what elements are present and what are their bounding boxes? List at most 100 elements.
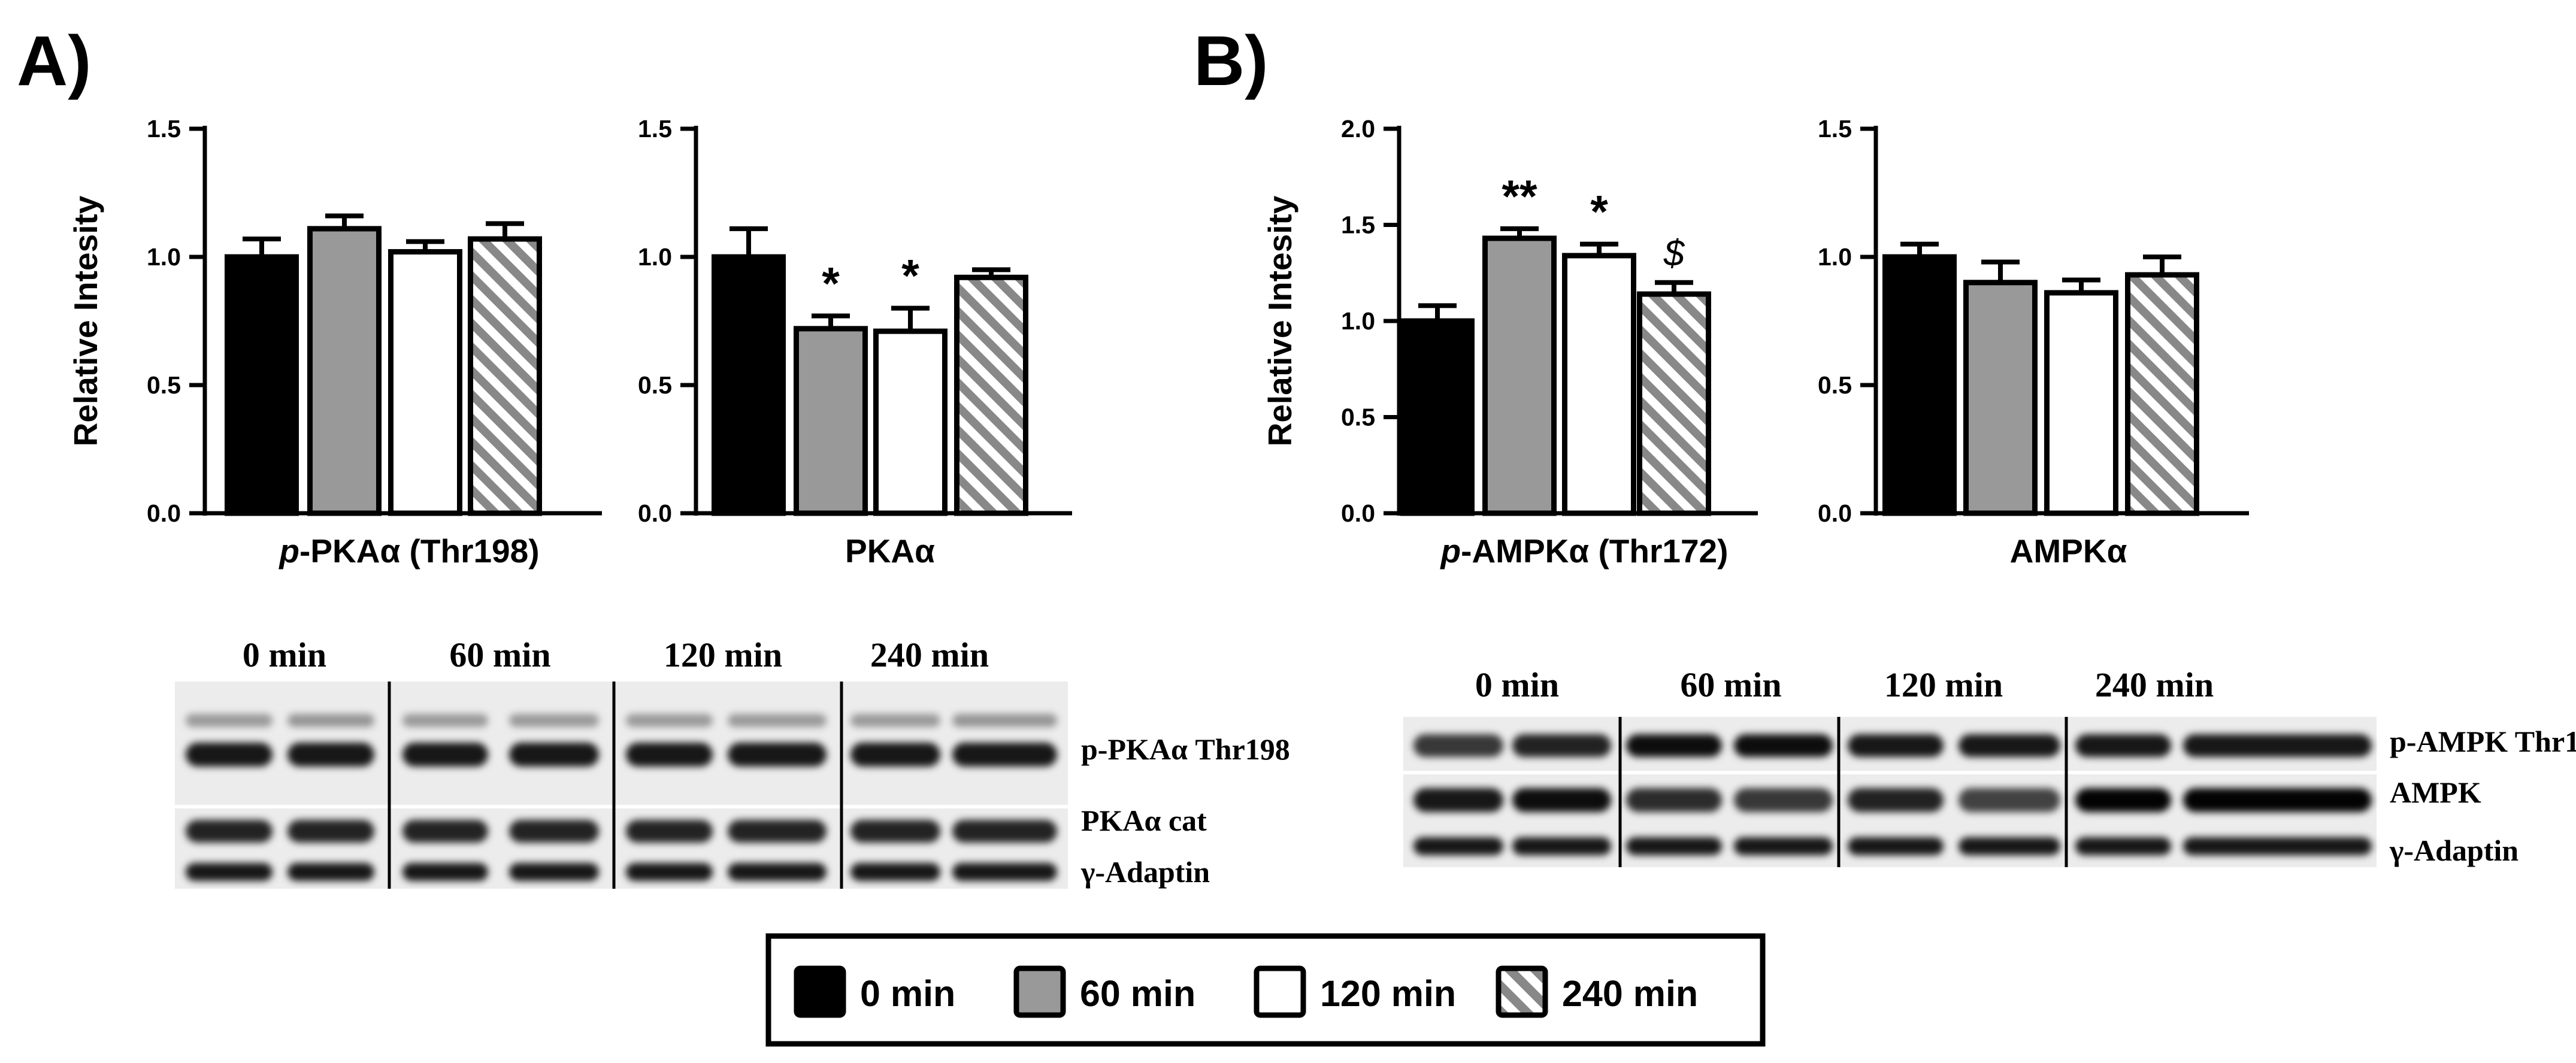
blot-band bbox=[1734, 734, 1833, 757]
y-tick-label: 0.5 bbox=[147, 371, 181, 399]
y-tick-label: 0.0 bbox=[638, 499, 672, 527]
bar bbox=[1637, 291, 1711, 516]
blot-band bbox=[1413, 734, 1503, 757]
y-axis-label: Relative Intesity bbox=[67, 195, 104, 446]
significance-label: * bbox=[1590, 187, 1608, 238]
panel-label-a: A) bbox=[17, 22, 92, 101]
blot-band bbox=[1512, 788, 1611, 812]
x-axis-label: PKAα bbox=[845, 532, 935, 570]
legend-label: 0 min bbox=[860, 973, 955, 1014]
blot-band bbox=[850, 743, 940, 767]
blot-band bbox=[186, 863, 273, 881]
y-tick-label: 0.0 bbox=[1818, 499, 1852, 527]
blot-membrane bbox=[175, 682, 1068, 889]
blot-band bbox=[1626, 837, 1722, 855]
legend-label: 120 min bbox=[1320, 973, 1456, 1014]
blot-band bbox=[1413, 788, 1503, 812]
blot-band bbox=[1626, 734, 1722, 757]
blot-band bbox=[509, 743, 599, 767]
blot-band bbox=[1512, 837, 1611, 855]
blot-band-label: p-PKAα Thr198 bbox=[1081, 732, 1290, 766]
y-tick-label: 0.5 bbox=[638, 371, 672, 399]
blot-band bbox=[952, 863, 1057, 881]
blot-band bbox=[626, 820, 713, 843]
western-blot-b: 0 min 60 min 120 min 240 min p-AMPK Thr172 AM… bbox=[1403, 665, 2576, 867]
blot-band-label: γ-Adaptin bbox=[1080, 855, 1210, 889]
blot-band bbox=[728, 714, 827, 727]
bar bbox=[1882, 254, 1957, 516]
y-tick-label: 1.0 bbox=[1818, 243, 1852, 271]
legend-swatch bbox=[794, 965, 846, 1018]
panel-label-b: B) bbox=[1194, 22, 1269, 101]
y-tick-label: 1.5 bbox=[1818, 115, 1852, 143]
bar bbox=[712, 254, 786, 516]
blot-band bbox=[509, 820, 599, 843]
blot-band bbox=[402, 743, 488, 767]
legend-swatch bbox=[1013, 965, 1066, 1018]
blot-band bbox=[287, 863, 374, 881]
chart-ampk: 0.0 0.5 1.0 1.5 AMPKα bbox=[1818, 115, 2249, 570]
bar bbox=[1562, 253, 1636, 516]
blot-band bbox=[1734, 837, 1833, 855]
y-tick-label: 0.5 bbox=[1818, 371, 1852, 399]
y-tick-label: 2.0 bbox=[1341, 115, 1375, 143]
blot-band bbox=[2075, 734, 2171, 757]
legend-label: 240 min bbox=[1562, 973, 1698, 1014]
y-tick-label: 0.0 bbox=[1341, 499, 1375, 527]
y-axis-label: Relative Intesity bbox=[1261, 195, 1298, 446]
blot-time-label: 120 min bbox=[664, 635, 782, 674]
blot-band bbox=[186, 820, 273, 843]
y-tick-label: 1.5 bbox=[1341, 211, 1375, 239]
blot-band-label: PKAα cat bbox=[1081, 804, 1207, 837]
x-axis-label: p-PKAα (Thr198) bbox=[278, 532, 539, 570]
blot-band bbox=[509, 714, 599, 727]
blot-band bbox=[952, 714, 1057, 727]
western-blot-a: 0 min 60 min 120 min 240 min p-PKAα Thr198 PK… bbox=[175, 635, 1290, 889]
blot-band bbox=[1848, 734, 1944, 757]
blot-band bbox=[1959, 837, 2060, 855]
significance-label: * bbox=[901, 251, 919, 302]
blot-time-label: 240 min bbox=[870, 635, 989, 674]
blot-band bbox=[850, 863, 940, 881]
blot-band bbox=[952, 743, 1057, 767]
bar bbox=[2125, 272, 2199, 516]
blot-band bbox=[402, 714, 488, 727]
y-tick-label: 1.0 bbox=[1341, 307, 1375, 335]
bar bbox=[307, 226, 382, 516]
bar bbox=[2044, 290, 2118, 516]
blot-band bbox=[850, 820, 940, 843]
blot-time-label: 0 min bbox=[1475, 665, 1559, 704]
blot-band bbox=[1512, 734, 1611, 757]
blot-band bbox=[626, 863, 713, 881]
blot-band bbox=[1848, 837, 1944, 855]
bar bbox=[1400, 318, 1475, 516]
bar bbox=[794, 326, 868, 516]
blot-time-label: 240 min bbox=[2095, 665, 2214, 704]
blot-band bbox=[728, 743, 827, 767]
bar bbox=[388, 249, 462, 516]
blot-band bbox=[2183, 788, 2372, 812]
blot-band bbox=[186, 714, 273, 727]
blot-band bbox=[1626, 788, 1722, 812]
legend-swatch bbox=[1496, 965, 1548, 1018]
blot-band bbox=[1848, 788, 1944, 812]
blot-band-label: p-AMPK Thr172 bbox=[2390, 725, 2576, 758]
bar bbox=[468, 236, 542, 516]
blot-band bbox=[509, 863, 599, 881]
blot-band bbox=[402, 820, 488, 843]
blot-band bbox=[2075, 837, 2171, 855]
blot-band bbox=[626, 743, 713, 767]
blot-band bbox=[2183, 837, 2372, 855]
bar bbox=[1482, 235, 1557, 516]
blot-band bbox=[287, 743, 374, 767]
bar bbox=[873, 328, 948, 516]
y-tick-label: 1.5 bbox=[147, 115, 181, 143]
blot-time-label: 60 min bbox=[449, 635, 550, 674]
blot-band bbox=[850, 714, 940, 727]
chart-pka: * * 0.0 0.5 1.0 1.5 PKAα bbox=[638, 115, 1072, 570]
blot-band bbox=[1959, 788, 2060, 812]
bar bbox=[1963, 280, 2038, 516]
bar bbox=[225, 254, 299, 516]
blot-band bbox=[402, 863, 488, 881]
x-axis-label: AMPKα bbox=[2010, 532, 2127, 570]
